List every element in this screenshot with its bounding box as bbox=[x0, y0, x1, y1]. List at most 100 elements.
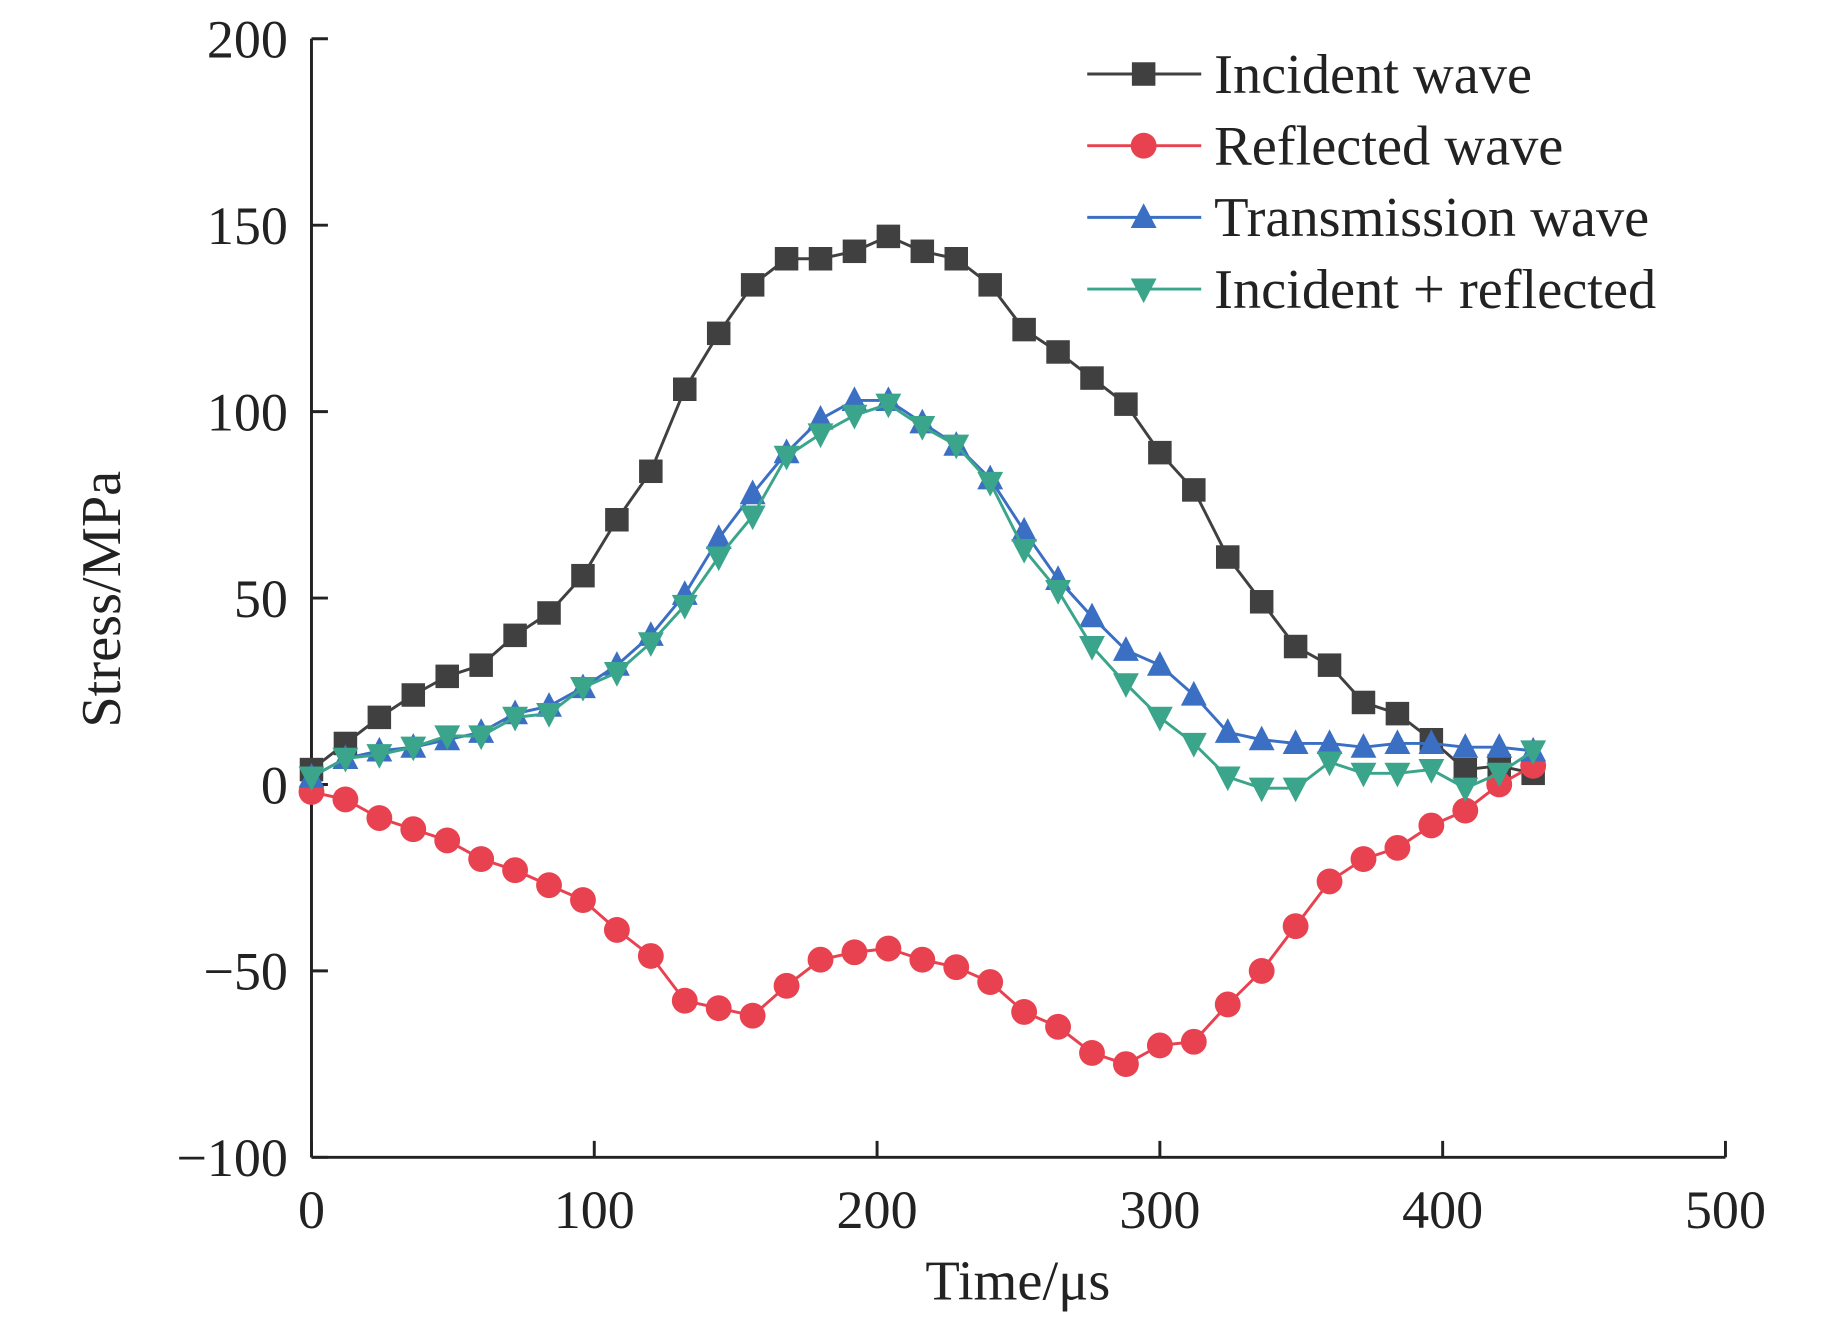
data-point bbox=[502, 857, 529, 884]
data-point bbox=[603, 662, 630, 687]
data-point bbox=[1316, 868, 1343, 895]
data-point bbox=[909, 946, 936, 973]
y-axis-title: Stress/MPa bbox=[71, 471, 133, 728]
data-point bbox=[469, 653, 493, 677]
data-point bbox=[332, 747, 359, 773]
data-point bbox=[1350, 733, 1377, 758]
data-point bbox=[570, 676, 596, 702]
data-point bbox=[1452, 777, 1479, 803]
data-point bbox=[705, 546, 732, 572]
x-tick-label: 400 bbox=[1402, 1180, 1483, 1240]
data-point bbox=[671, 594, 698, 620]
data-point bbox=[1180, 1028, 1207, 1055]
legend-marker-icon bbox=[1131, 62, 1156, 86]
series-incident-reflected bbox=[298, 393, 1547, 803]
x-tick-label: 100 bbox=[554, 1180, 635, 1240]
data-point bbox=[1148, 440, 1172, 465]
data-point bbox=[673, 377, 697, 402]
data-point bbox=[943, 954, 970, 981]
data-point bbox=[1079, 1040, 1105, 1066]
data-point bbox=[1146, 1032, 1173, 1059]
legend-marker-icon bbox=[1130, 278, 1157, 304]
data-point bbox=[740, 273, 765, 297]
data-point bbox=[605, 508, 629, 532]
data-point bbox=[1146, 651, 1173, 676]
series-line bbox=[311, 764, 1534, 1066]
data-point bbox=[1182, 478, 1206, 502]
x-tick-label: 0 bbox=[298, 1180, 325, 1240]
data-point bbox=[468, 846, 495, 872]
legend-label: Incident wave bbox=[1214, 44, 1532, 106]
data-point bbox=[1011, 539, 1038, 564]
data-point bbox=[1282, 729, 1309, 755]
data-point bbox=[1079, 635, 1105, 661]
data-point bbox=[503, 623, 527, 648]
legend-item: Transmission wave bbox=[1087, 187, 1649, 249]
data-point bbox=[1114, 392, 1138, 416]
legend-item: Incident + reflected bbox=[1087, 259, 1656, 321]
legend-marker-icon bbox=[1130, 203, 1157, 228]
data-point bbox=[1384, 762, 1411, 788]
data-point bbox=[739, 505, 766, 531]
data-point bbox=[1282, 913, 1309, 940]
data-point bbox=[367, 705, 392, 730]
data-point bbox=[1317, 653, 1342, 677]
data-point bbox=[739, 1002, 766, 1029]
data-point bbox=[1249, 590, 1274, 614]
data-point bbox=[637, 632, 664, 657]
series-incident-wave bbox=[299, 224, 1545, 786]
data-point bbox=[434, 827, 461, 854]
data-point bbox=[435, 664, 459, 689]
legend-label: Reflected wave bbox=[1214, 116, 1563, 178]
data-point bbox=[705, 995, 732, 1022]
y-tick-label: −100 bbox=[176, 1128, 288, 1188]
data-point bbox=[875, 393, 902, 419]
data-point bbox=[1316, 729, 1343, 755]
data-point bbox=[773, 972, 800, 999]
data-point bbox=[400, 736, 427, 762]
data-point bbox=[1146, 706, 1173, 732]
data-point bbox=[1079, 602, 1105, 628]
data-point bbox=[1214, 766, 1241, 792]
data-point bbox=[1046, 340, 1070, 364]
data-point bbox=[977, 471, 1004, 497]
data-point bbox=[1452, 733, 1479, 758]
data-point bbox=[537, 601, 561, 625]
data-point bbox=[1214, 718, 1241, 743]
data-point bbox=[401, 683, 426, 707]
data-point bbox=[1248, 777, 1275, 803]
data-point bbox=[366, 805, 393, 831]
data-point bbox=[841, 939, 868, 966]
data-point bbox=[1080, 366, 1104, 390]
data-point bbox=[671, 987, 698, 1014]
data-point bbox=[1350, 762, 1377, 788]
data-point bbox=[1418, 758, 1445, 784]
legend-marker-icon bbox=[1130, 132, 1157, 159]
data-point bbox=[366, 744, 393, 769]
data-point bbox=[1282, 777, 1309, 803]
data-point bbox=[977, 969, 1004, 996]
data-point bbox=[739, 479, 766, 505]
legend: Incident wave Reflected wave Transmission … bbox=[1087, 44, 1656, 321]
series-line bbox=[310, 398, 1534, 779]
data-point bbox=[1384, 729, 1411, 755]
data-point bbox=[603, 916, 630, 943]
data-point bbox=[571, 563, 595, 588]
data-point bbox=[910, 239, 935, 264]
data-point bbox=[1385, 701, 1410, 726]
data-point bbox=[298, 766, 325, 792]
data-point bbox=[1452, 797, 1479, 824]
data-point bbox=[536, 872, 562, 899]
data-point bbox=[1215, 545, 1240, 569]
data-point bbox=[1283, 634, 1308, 659]
y-tick-label: 150 bbox=[207, 196, 288, 256]
data-point bbox=[1384, 834, 1411, 861]
data-point bbox=[774, 247, 799, 271]
data-point bbox=[637, 943, 664, 969]
data-point bbox=[536, 703, 562, 728]
data-point bbox=[1180, 680, 1207, 706]
data-point bbox=[841, 404, 868, 430]
data-point bbox=[875, 935, 902, 962]
y-tick-label: 50 bbox=[234, 569, 288, 629]
